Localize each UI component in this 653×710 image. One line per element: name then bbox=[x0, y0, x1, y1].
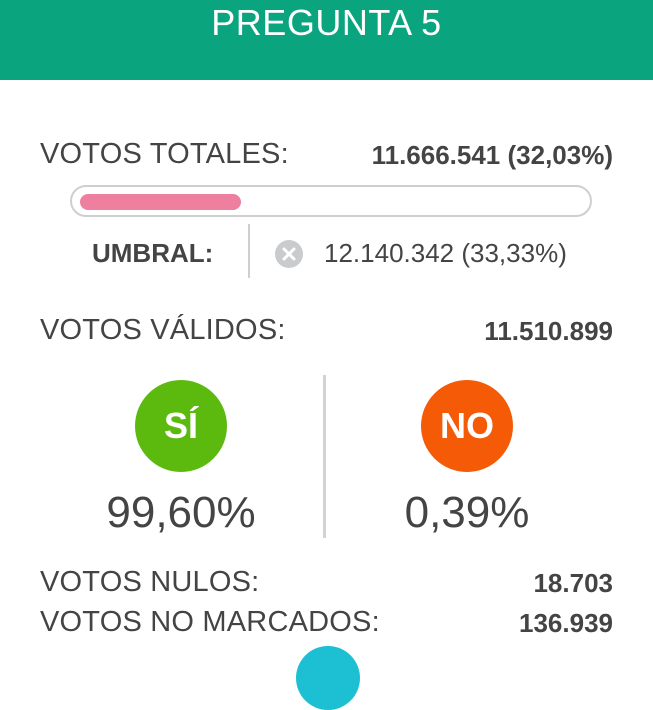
votos-totales-label: VOTOS TOTALES: bbox=[40, 138, 289, 170]
votos-no-marcados-value: 136.939 bbox=[519, 608, 613, 638]
si-percent: 99,60% bbox=[106, 488, 256, 537]
votos-no-marcados-label: VOTOS NO MARCADOS: bbox=[40, 606, 380, 638]
votos-validos-value: 11.510.899 bbox=[484, 316, 613, 346]
no-badge: NO bbox=[421, 380, 513, 472]
votos-nulos-value: 18.703 bbox=[533, 568, 613, 598]
umbral-divider bbox=[248, 224, 250, 278]
page-title: PREGUNTA 5 bbox=[211, 2, 442, 43]
umbral-value: 12.140.342 (33,33%) bbox=[324, 238, 567, 268]
result-divider bbox=[323, 375, 326, 538]
votos-nulos-label: VOTOS NULOS: bbox=[40, 566, 260, 598]
votos-totales-value: 11.666.541 (32,03%) bbox=[371, 140, 613, 170]
x-circle-icon bbox=[275, 240, 303, 268]
header-bar: PREGUNTA 5 bbox=[0, 0, 653, 80]
si-badge: SÍ bbox=[135, 380, 227, 472]
votos-validos-label: VOTOS VÁLIDOS: bbox=[40, 314, 286, 346]
no-percent: 0,39% bbox=[404, 488, 530, 537]
progress-fill bbox=[80, 194, 241, 210]
participation-progress-bar bbox=[70, 185, 592, 217]
umbral-label: UMBRAL: bbox=[92, 238, 214, 268]
